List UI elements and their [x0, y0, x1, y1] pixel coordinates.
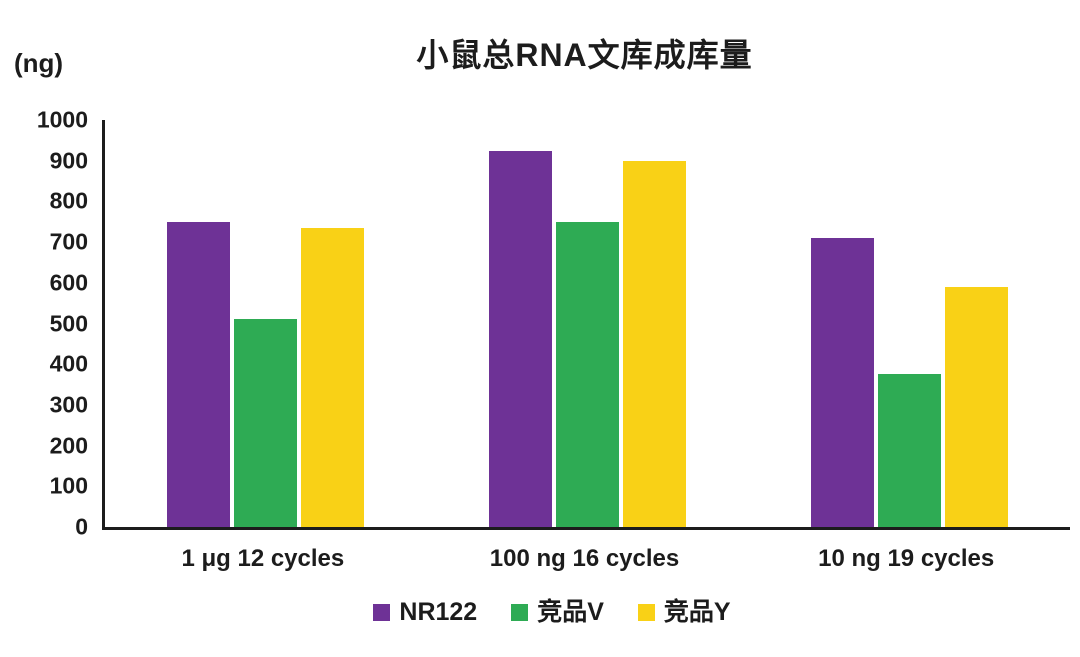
- legend-label: NR122: [399, 598, 478, 626]
- bar-竞品V: [234, 319, 298, 527]
- y-tick-label: 900: [49, 147, 88, 174]
- legend-swatch-icon: [373, 604, 391, 621]
- legend-label: 竞品V: [537, 598, 604, 626]
- bar-group: [105, 120, 427, 527]
- bar-竞品Y: [944, 286, 1008, 527]
- legend-item: 竞品V: [511, 600, 604, 625]
- bar-竞品V: [877, 374, 941, 527]
- y-tick-label: 600: [49, 269, 88, 296]
- bar-groups: [105, 120, 1070, 527]
- y-tick-label: 100: [49, 472, 88, 499]
- legend: NR122 竞品V 竞品Y: [102, 600, 1002, 625]
- legend-item: 竞品Y: [637, 598, 731, 626]
- y-tick-label: 300: [49, 391, 88, 418]
- y-tick-label: 700: [49, 228, 88, 255]
- chart-title: 小鼠总RNA文库成库量: [416, 37, 753, 73]
- bar-竞品Y: [623, 160, 686, 527]
- y-tick-label: 500: [49, 310, 88, 336]
- legend-swatch-icon: [637, 604, 655, 621]
- y-tick-label: 0: [75, 513, 88, 540]
- x-category-label: 10 ng 19 cycles: [818, 545, 995, 572]
- legend-label: 竞品Y: [663, 598, 731, 626]
- plot-area: [102, 120, 1070, 530]
- legend-item: NR122: [373, 600, 477, 625]
- bar-NR122: [489, 150, 552, 527]
- y-tick-label: 400: [49, 350, 88, 377]
- y-tick-label: 200: [49, 432, 88, 459]
- x-category-label: 100 ng 16 cycles: [489, 545, 680, 572]
- bar-竞品Y: [301, 227, 365, 527]
- bar-NR122: [167, 221, 231, 527]
- bar-group: [427, 120, 749, 527]
- y-tick-label: 1000: [36, 106, 88, 133]
- y-tick-label: 800: [49, 187, 88, 214]
- legend-swatch-icon: [511, 604, 529, 621]
- bar-竞品V: [556, 221, 619, 527]
- bar-group: [748, 120, 1070, 527]
- x-axis-category-labels: 1 μg 12 cycles 100 ng 16 cycles 10 ng 19 c…: [102, 545, 1067, 573]
- bar-NR122: [810, 238, 874, 527]
- y-axis-unit-label: (ng): [14, 48, 64, 78]
- x-category-label: 1 μg 12 cycles: [181, 545, 345, 572]
